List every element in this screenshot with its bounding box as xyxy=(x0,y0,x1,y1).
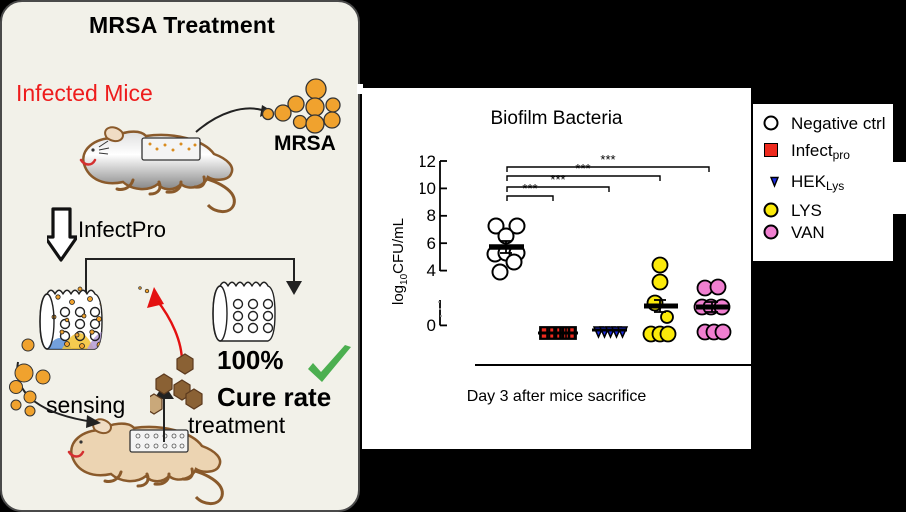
svg-text:4: 4 xyxy=(427,261,436,280)
svg-text:0: 0 xyxy=(427,316,436,335)
svg-text:6: 6 xyxy=(427,234,436,253)
svg-text:8: 8 xyxy=(427,206,436,225)
svg-text:12: 12 xyxy=(420,152,436,171)
svg-text:10: 10 xyxy=(420,179,436,198)
